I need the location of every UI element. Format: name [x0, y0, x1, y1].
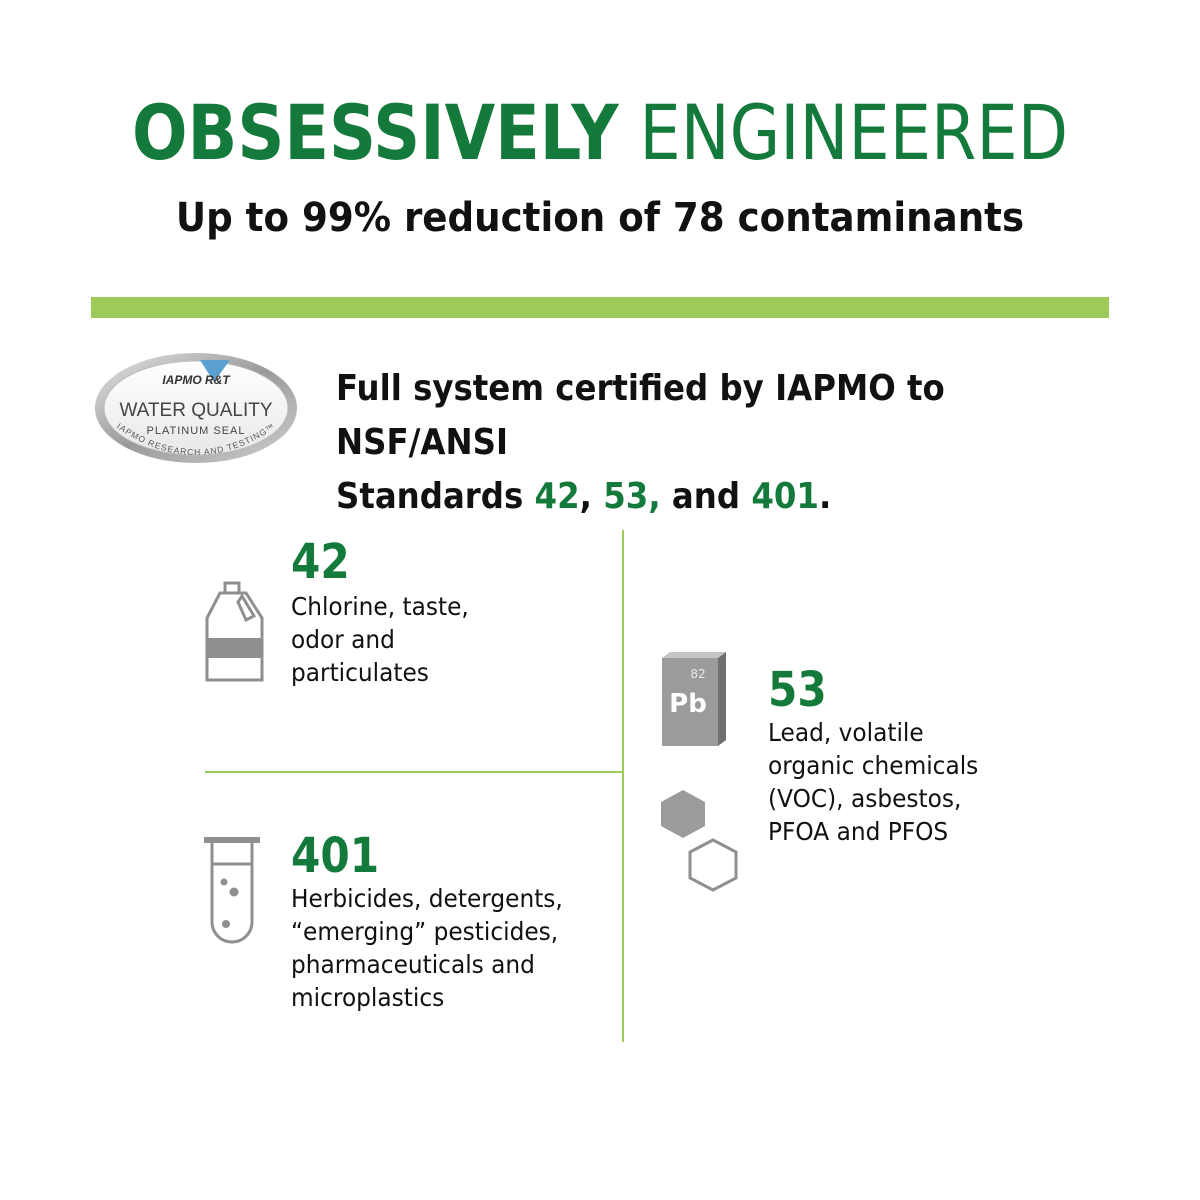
description-line: particulates [291, 658, 429, 687]
standard-42-number: 42 [291, 534, 350, 590]
standard-42: 42 Chlorine, taste, odor and particulate… [291, 536, 482, 689]
element-number: 82 [690, 667, 705, 681]
std-42-ref: 42 [534, 476, 580, 517]
page-title: OBSESSIVELY ENGINEERED [84, 88, 1116, 178]
certification-line2: Standards 42, 53, and 401. [336, 470, 1074, 524]
subtitle: Up to 99% reduction of 78 contaminants [175, 195, 1025, 241]
seal-main-text: WATER QUALITY [119, 400, 272, 421]
std-401-ref: 401 [751, 476, 819, 517]
title-light: ENGINEERED [639, 88, 1069, 177]
separator-1: , [579, 476, 604, 517]
standard-401-number: 401 [291, 828, 380, 884]
element-symbol: Pb [669, 689, 707, 719]
description-line: Herbicides, detergents, [291, 884, 563, 913]
certification-prefix: Standards [336, 476, 535, 517]
standard-42-description: Chlorine, taste, odor and particulates [291, 590, 469, 689]
seal-top-text: IAPMO R&T [162, 373, 231, 387]
description-line: Chlorine, taste, [291, 592, 469, 621]
standard-401: 401 Herbicides, detergents, “emerging” p… [291, 830, 583, 1014]
description-line: Lead, volatile [768, 718, 924, 747]
test-tube-icon [202, 834, 262, 948]
title-bold: OBSESSIVELY [131, 88, 619, 177]
certification-line1: Full system certified by IAPMO to NSF/AN… [336, 368, 945, 463]
standard-53: 53 Lead, volatile organic chemicals (VOC… [768, 664, 994, 848]
std-53-ref: 53, [603, 476, 661, 517]
description-line: (VOC), asbestos, [768, 784, 962, 813]
lead-element-icon: 82 Pb [660, 652, 728, 752]
description-line: microplastics [291, 983, 445, 1012]
description-line: odor and [291, 625, 395, 654]
description-line: PFOA and PFOS [768, 817, 949, 846]
standard-53-description: Lead, volatile organic chemicals (VOC), … [768, 716, 978, 848]
bleach-jug-icon [198, 580, 268, 690]
description-line: pharmaceuticals and [291, 950, 535, 979]
standard-53-number: 53 [768, 662, 827, 718]
horizontal-divider [205, 771, 623, 773]
certification-suffix: . [818, 476, 832, 517]
vertical-divider [622, 530, 624, 1042]
seal-sub-text: PLATINUM SEAL [147, 425, 246, 437]
iapmo-seal-logo: IAPMO R&T WATER QUALITY PLATINUM SEAL IA… [90, 348, 302, 482]
hexagon-molecule-icon [656, 788, 742, 898]
separator-2: and [660, 476, 752, 517]
description-line: organic chemicals [768, 751, 979, 780]
certification-text: Full system certified by IAPMO to NSF/AN… [336, 362, 1074, 524]
description-line: “emerging” pesticides, [291, 917, 559, 946]
standard-401-description: Herbicides, detergents, “emerging” pesti… [291, 882, 563, 1014]
divider-bar [91, 297, 1109, 318]
